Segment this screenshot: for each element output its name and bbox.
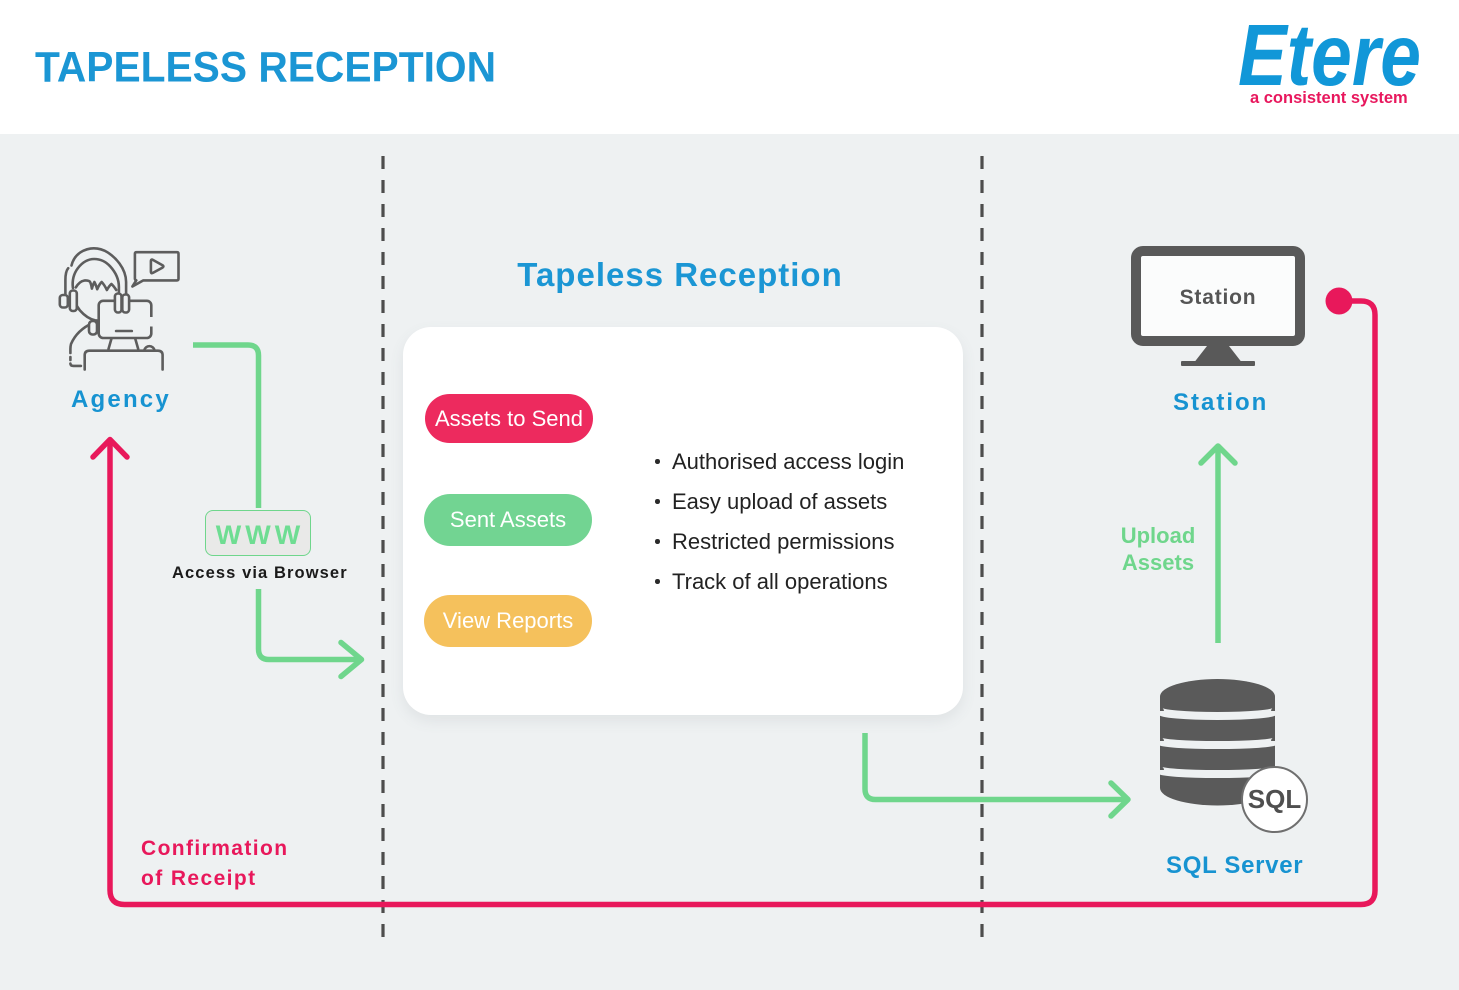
svg-text:Etere: Etere [1238,7,1421,104]
svg-text:TAPELESS RECEPTION: TAPELESS RECEPTION [35,44,496,92]
